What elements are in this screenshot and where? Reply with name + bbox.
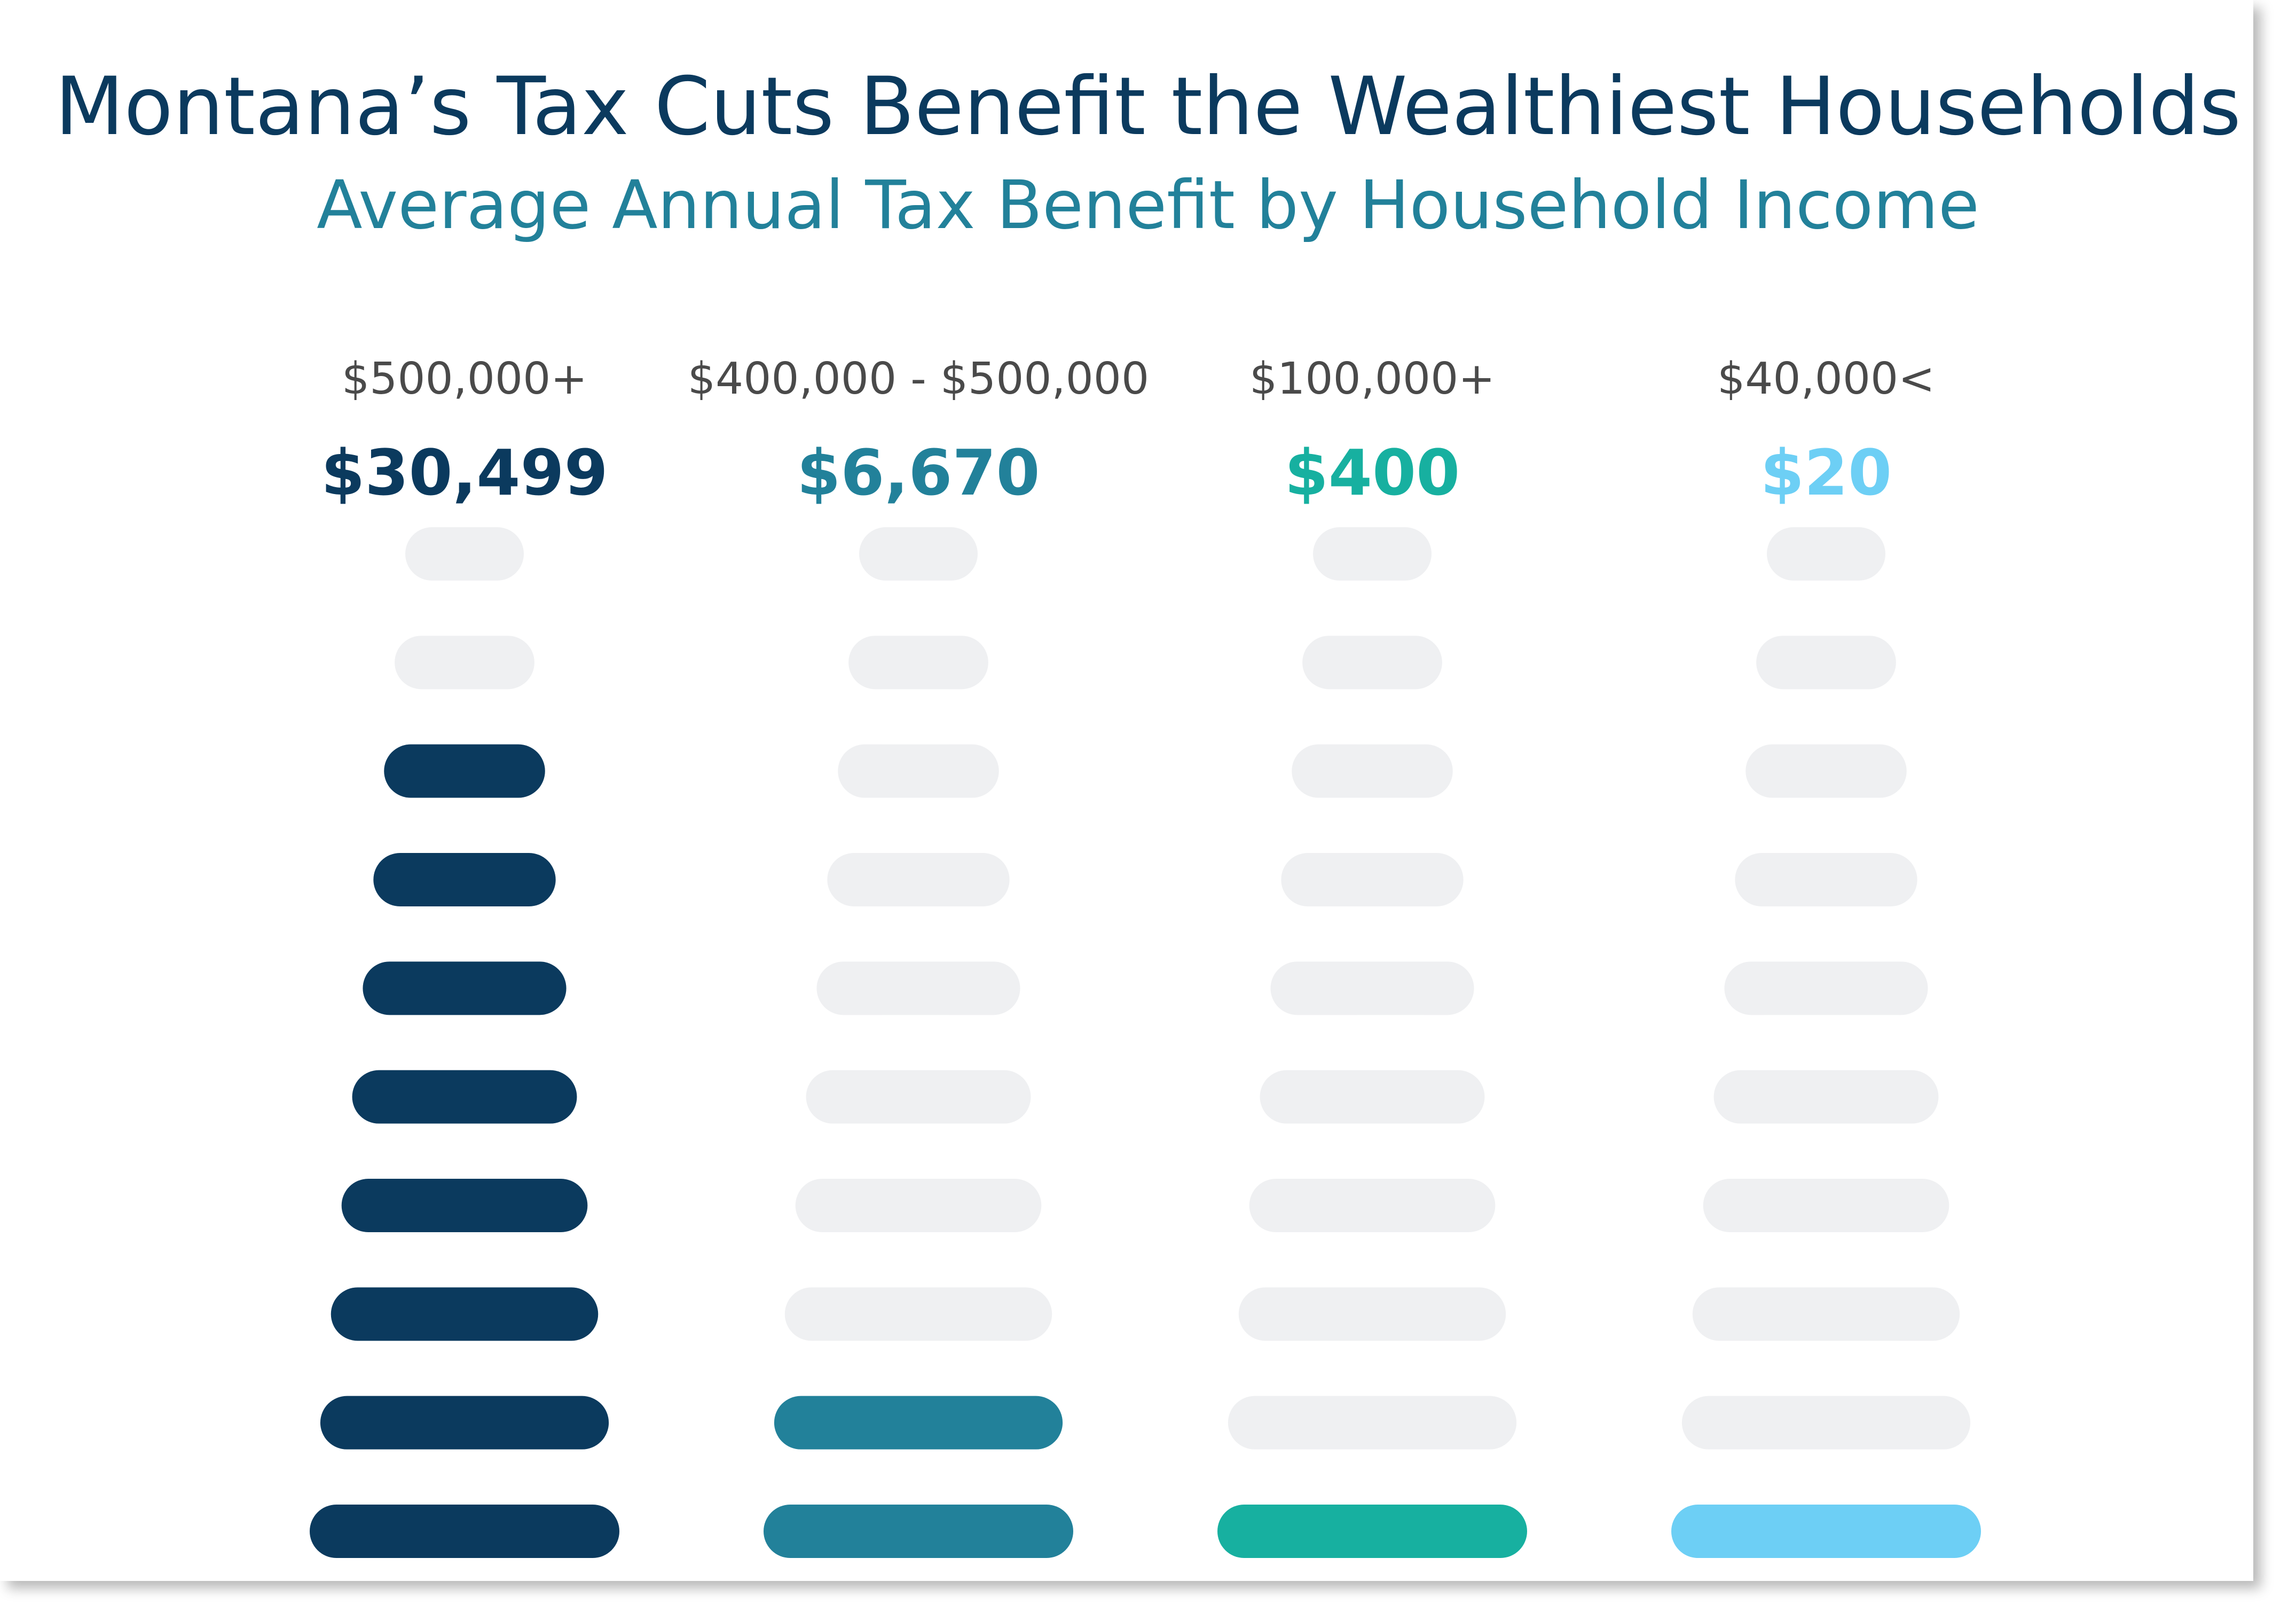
- empty-bar-segment: [1292, 744, 1453, 798]
- filled-bar-segment: [352, 1070, 577, 1124]
- empty-bar-segment: [1745, 744, 1907, 798]
- chart-subtitle: Average Annual Tax Benefit by Household …: [317, 167, 1979, 244]
- filled-bar-segment: [774, 1396, 1063, 1450]
- empty-bar-segment: [1735, 853, 1917, 906]
- empty-bar-segment: [1724, 961, 1928, 1015]
- filled-bar-segment: [310, 1505, 619, 1558]
- empty-bar-segment: [1756, 636, 1896, 690]
- empty-bar-segment: [806, 1070, 1031, 1124]
- empty-bar-segment: [848, 636, 988, 690]
- empty-bar-segment: [838, 744, 999, 798]
- filled-bar-segment: [363, 961, 567, 1015]
- income-bracket-label: $500,000+: [342, 354, 587, 404]
- tax-benefit-value: $30,499: [321, 436, 608, 510]
- empty-bar-segment: [1228, 1396, 1517, 1450]
- filled-bar-segment: [1217, 1505, 1527, 1558]
- tax-benefit-value: $6,670: [797, 436, 1040, 510]
- empty-bar-segment: [1692, 1287, 1960, 1341]
- empty-bar-segment: [1249, 1179, 1496, 1232]
- income-bracket-label: $400,000 - $500,000: [687, 354, 1150, 404]
- empty-bar-segment: [1302, 636, 1442, 690]
- tax-benefit-value: $400: [1284, 436, 1460, 510]
- empty-bar-segment: [405, 527, 524, 581]
- empty-bar-segment: [1313, 527, 1432, 581]
- empty-bar-segment: [784, 1287, 1052, 1341]
- tax-benefit-value: $20: [1760, 436, 1892, 510]
- empty-bar-segment: [1681, 1396, 1971, 1450]
- filled-bar-segment: [373, 853, 556, 906]
- filled-bar-segment: [341, 1179, 588, 1232]
- empty-bar-segment: [1713, 1070, 1939, 1124]
- empty-bar-segment: [795, 1179, 1042, 1232]
- empty-bar-segment: [1260, 1070, 1485, 1124]
- income-bracket-label: $100,000+: [1249, 354, 1495, 404]
- empty-bar-segment: [1703, 1179, 1949, 1232]
- empty-bar-segment: [1767, 527, 1885, 581]
- income-bracket-label: $40,000<: [1717, 354, 1935, 404]
- filled-bar-segment: [320, 1396, 609, 1450]
- filled-bar-segment: [331, 1287, 599, 1341]
- empty-bar-segment: [1270, 961, 1474, 1015]
- empty-bar-segment: [816, 961, 1020, 1015]
- empty-bar-segment: [859, 527, 978, 581]
- filled-bar-segment: [384, 744, 545, 798]
- empty-bar-segment: [1238, 1287, 1506, 1341]
- chart-title: Montana’s Tax Cuts Benefit the Wealthies…: [54, 60, 2242, 153]
- empty-bar-segment: [827, 853, 1010, 906]
- empty-bar-segment: [1281, 853, 1464, 906]
- empty-bar-segment: [395, 636, 534, 690]
- filled-bar-segment: [764, 1505, 1073, 1558]
- filled-bar-segment: [1671, 1505, 1981, 1558]
